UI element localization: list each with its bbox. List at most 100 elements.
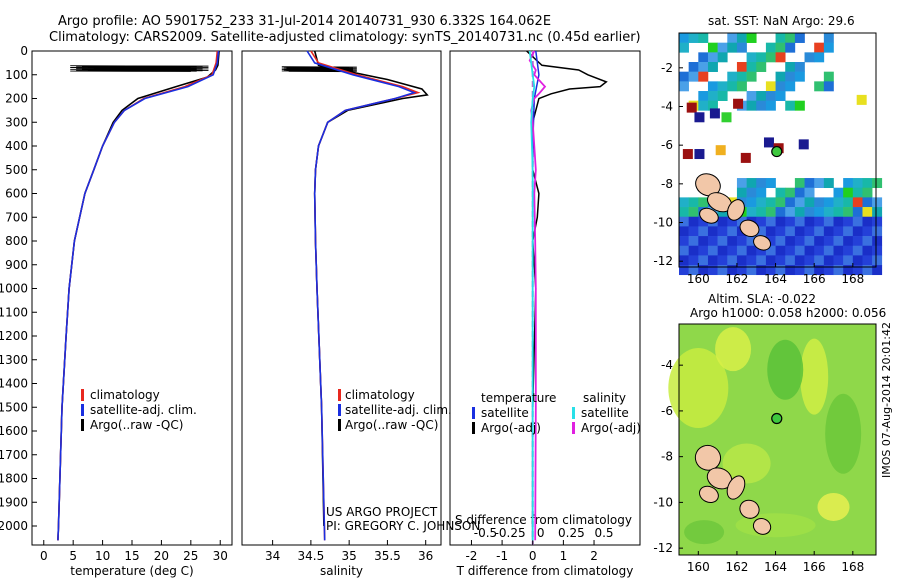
sst-cell: [679, 42, 689, 53]
sst-cell: [833, 187, 844, 198]
sst-cell: [814, 178, 825, 189]
sst-cell: [843, 207, 854, 218]
sst-cell: [794, 100, 805, 111]
sla-xtick-label: 162: [725, 560, 748, 574]
sst-cell: [746, 245, 757, 256]
sst-cell: [794, 62, 805, 72]
sst-cell: [798, 139, 809, 150]
sst-cell: [794, 178, 805, 189]
sst-cell: [765, 265, 776, 276]
sst-cell: [785, 207, 796, 218]
sst-cell: [707, 91, 718, 101]
sdiff-satellite-line: [528, 50, 536, 541]
temperature-xtick-label: 15: [124, 549, 139, 563]
sst-cell: [785, 71, 796, 82]
depth-tick-label: 700: [5, 210, 28, 224]
sla-anomaly-patch: [825, 393, 862, 474]
sla-island: [739, 499, 760, 519]
sst-cell: [765, 236, 776, 247]
sst-cell: [804, 187, 815, 198]
sst-cell: [707, 81, 718, 92]
sst-cell: [814, 197, 825, 208]
sst-cell: [852, 178, 863, 189]
depth-tick-label: 1600: [0, 424, 28, 438]
sst-cell: [775, 91, 786, 101]
tdiff-xtick-label: 1: [560, 549, 568, 563]
sst-cell: [794, 245, 805, 256]
sst-cell: [833, 197, 844, 208]
sst-cell: [775, 226, 786, 237]
sst-cell: [785, 42, 796, 53]
temperature-xtick-label: 25: [183, 549, 198, 563]
sst-cell: [765, 245, 776, 256]
sst-cell: [679, 197, 689, 208]
sst-cell: [765, 81, 776, 92]
sst-cell: [746, 207, 757, 218]
sst-cell: [775, 245, 786, 256]
depth-tick-label: 400: [5, 139, 28, 153]
salinity-legend-label: climatology: [345, 388, 415, 402]
depth-tick-label: 800: [5, 234, 28, 248]
sst-cell: [843, 178, 854, 189]
sst-cell: [823, 71, 834, 82]
sst-cell: [775, 216, 786, 227]
sst-cell: [785, 81, 796, 92]
sst-cell: [814, 81, 825, 92]
sst-cell: [843, 245, 854, 256]
sst-cell: [872, 178, 883, 189]
sst-cell: [804, 255, 815, 266]
sst-cell: [736, 33, 747, 43]
sst-cell: [717, 42, 728, 53]
sst-cell: [679, 265, 689, 276]
sst-cell: [765, 52, 776, 63]
sla-anomaly-patch: [668, 348, 729, 429]
sst-cell: [746, 52, 757, 63]
sst-island: [727, 199, 745, 221]
sst-cell: [823, 81, 834, 92]
sst-cell: [694, 112, 705, 123]
sst-cell: [775, 197, 786, 208]
sst-cell: [833, 265, 844, 276]
diff-legend-label: Argo(-adj): [581, 421, 641, 435]
sst-cell: [862, 207, 873, 218]
sst-cell: [862, 226, 873, 237]
sst-cell: [746, 100, 757, 111]
sst-cell: [698, 62, 709, 72]
sst-xtick-label: 162: [725, 272, 748, 286]
sst-cell: [843, 216, 854, 227]
sst-cell: [746, 91, 757, 101]
sst-cell: [804, 52, 815, 63]
sst-cell: [843, 187, 854, 198]
depth-tick-label: 500: [5, 163, 28, 177]
temperature-xtick-label: 0: [40, 549, 48, 563]
sst-cell: [765, 197, 776, 208]
depth-tick-label: 1100: [0, 305, 28, 319]
sst-cell: [707, 100, 718, 111]
sst-cell: [833, 226, 844, 237]
sla-island: [694, 444, 722, 471]
sst-cell: [746, 71, 757, 82]
sst-cell: [862, 265, 873, 276]
sst-cell: [698, 236, 709, 247]
sst-cell: [733, 98, 744, 109]
sst-cell: [852, 236, 863, 247]
sst-cell: [823, 207, 834, 218]
title-line-1: Argo profile: AO 5901752_233 31-Jul-2014…: [58, 14, 552, 29]
sst-cell: [679, 81, 689, 92]
sst-cell: [785, 236, 796, 247]
tdiff-xtick-label: 0: [529, 549, 537, 563]
sst-cell: [823, 265, 834, 276]
sst-cell: [823, 255, 834, 266]
sla-xtick-label: 164: [764, 560, 787, 574]
sst-cell: [775, 265, 786, 276]
temperature-legend-label: Argo(..raw -QC): [90, 418, 183, 432]
sla-xtick-label: 168: [841, 560, 864, 574]
sst-cell: [727, 81, 738, 92]
salinity-legend-swatch: [338, 404, 341, 416]
sst-cell: [688, 255, 699, 266]
sst-cell: [736, 178, 747, 189]
temperature-xtick-label: 10: [95, 549, 110, 563]
sst-cell: [686, 102, 697, 113]
tdiff-xtick-label: 2: [590, 549, 598, 563]
sst-cell: [736, 81, 747, 92]
